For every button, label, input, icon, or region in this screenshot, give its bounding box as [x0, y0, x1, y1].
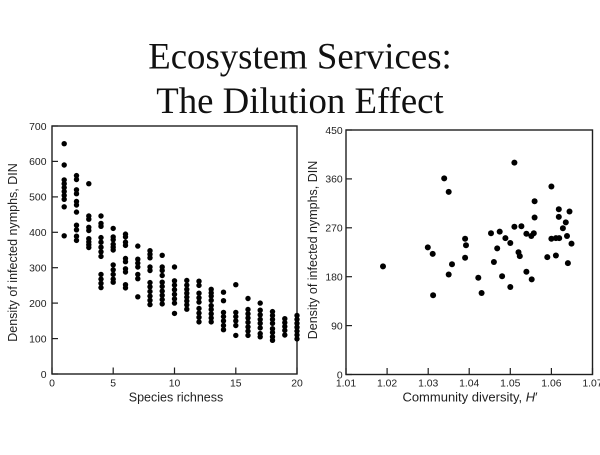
svg-text:10: 10	[169, 378, 181, 389]
svg-text:0: 0	[49, 378, 55, 389]
svg-text:90: 90	[331, 321, 343, 332]
svg-text:1.05: 1.05	[500, 378, 520, 389]
svg-text:360: 360	[325, 175, 343, 186]
svg-text:Density of infected nymphs, DI: Density of infected nymphs, DIN	[306, 161, 320, 340]
svg-text:1.04: 1.04	[459, 378, 479, 389]
svg-text:Density of infected nymphs, DI: Density of infected nymphs, DIN	[6, 163, 20, 342]
svg-text:270: 270	[325, 224, 343, 235]
svg-text:5: 5	[110, 378, 116, 389]
svg-text:700: 700	[29, 122, 47, 133]
svg-text:600: 600	[29, 157, 47, 168]
svg-text:Species richness: Species richness	[129, 391, 224, 405]
svg-text:20: 20	[291, 378, 303, 389]
svg-text:15: 15	[230, 378, 242, 389]
svg-text:1.02: 1.02	[377, 378, 397, 389]
svg-text:100: 100	[29, 334, 47, 345]
svg-text:300: 300	[29, 264, 47, 275]
svg-text:450: 450	[325, 126, 343, 137]
svg-text:1.06: 1.06	[541, 378, 561, 389]
svg-text:400: 400	[29, 228, 47, 239]
svg-text:500: 500	[29, 193, 47, 204]
svg-text:0: 0	[41, 370, 47, 381]
svg-text:180: 180	[325, 273, 343, 284]
svg-text:0: 0	[337, 370, 343, 381]
svg-text:1.01: 1.01	[336, 378, 356, 389]
svg-text:1.07: 1.07	[582, 378, 600, 389]
svg-text:1.03: 1.03	[418, 378, 438, 389]
svg-text:The Dilution Effect: The Dilution Effect	[156, 80, 443, 121]
svg-text:Community diversity, H′: Community diversity, H′	[402, 390, 538, 405]
svg-text:Ecosystem Services:: Ecosystem Services:	[148, 36, 452, 77]
svg-text:200: 200	[29, 299, 47, 310]
